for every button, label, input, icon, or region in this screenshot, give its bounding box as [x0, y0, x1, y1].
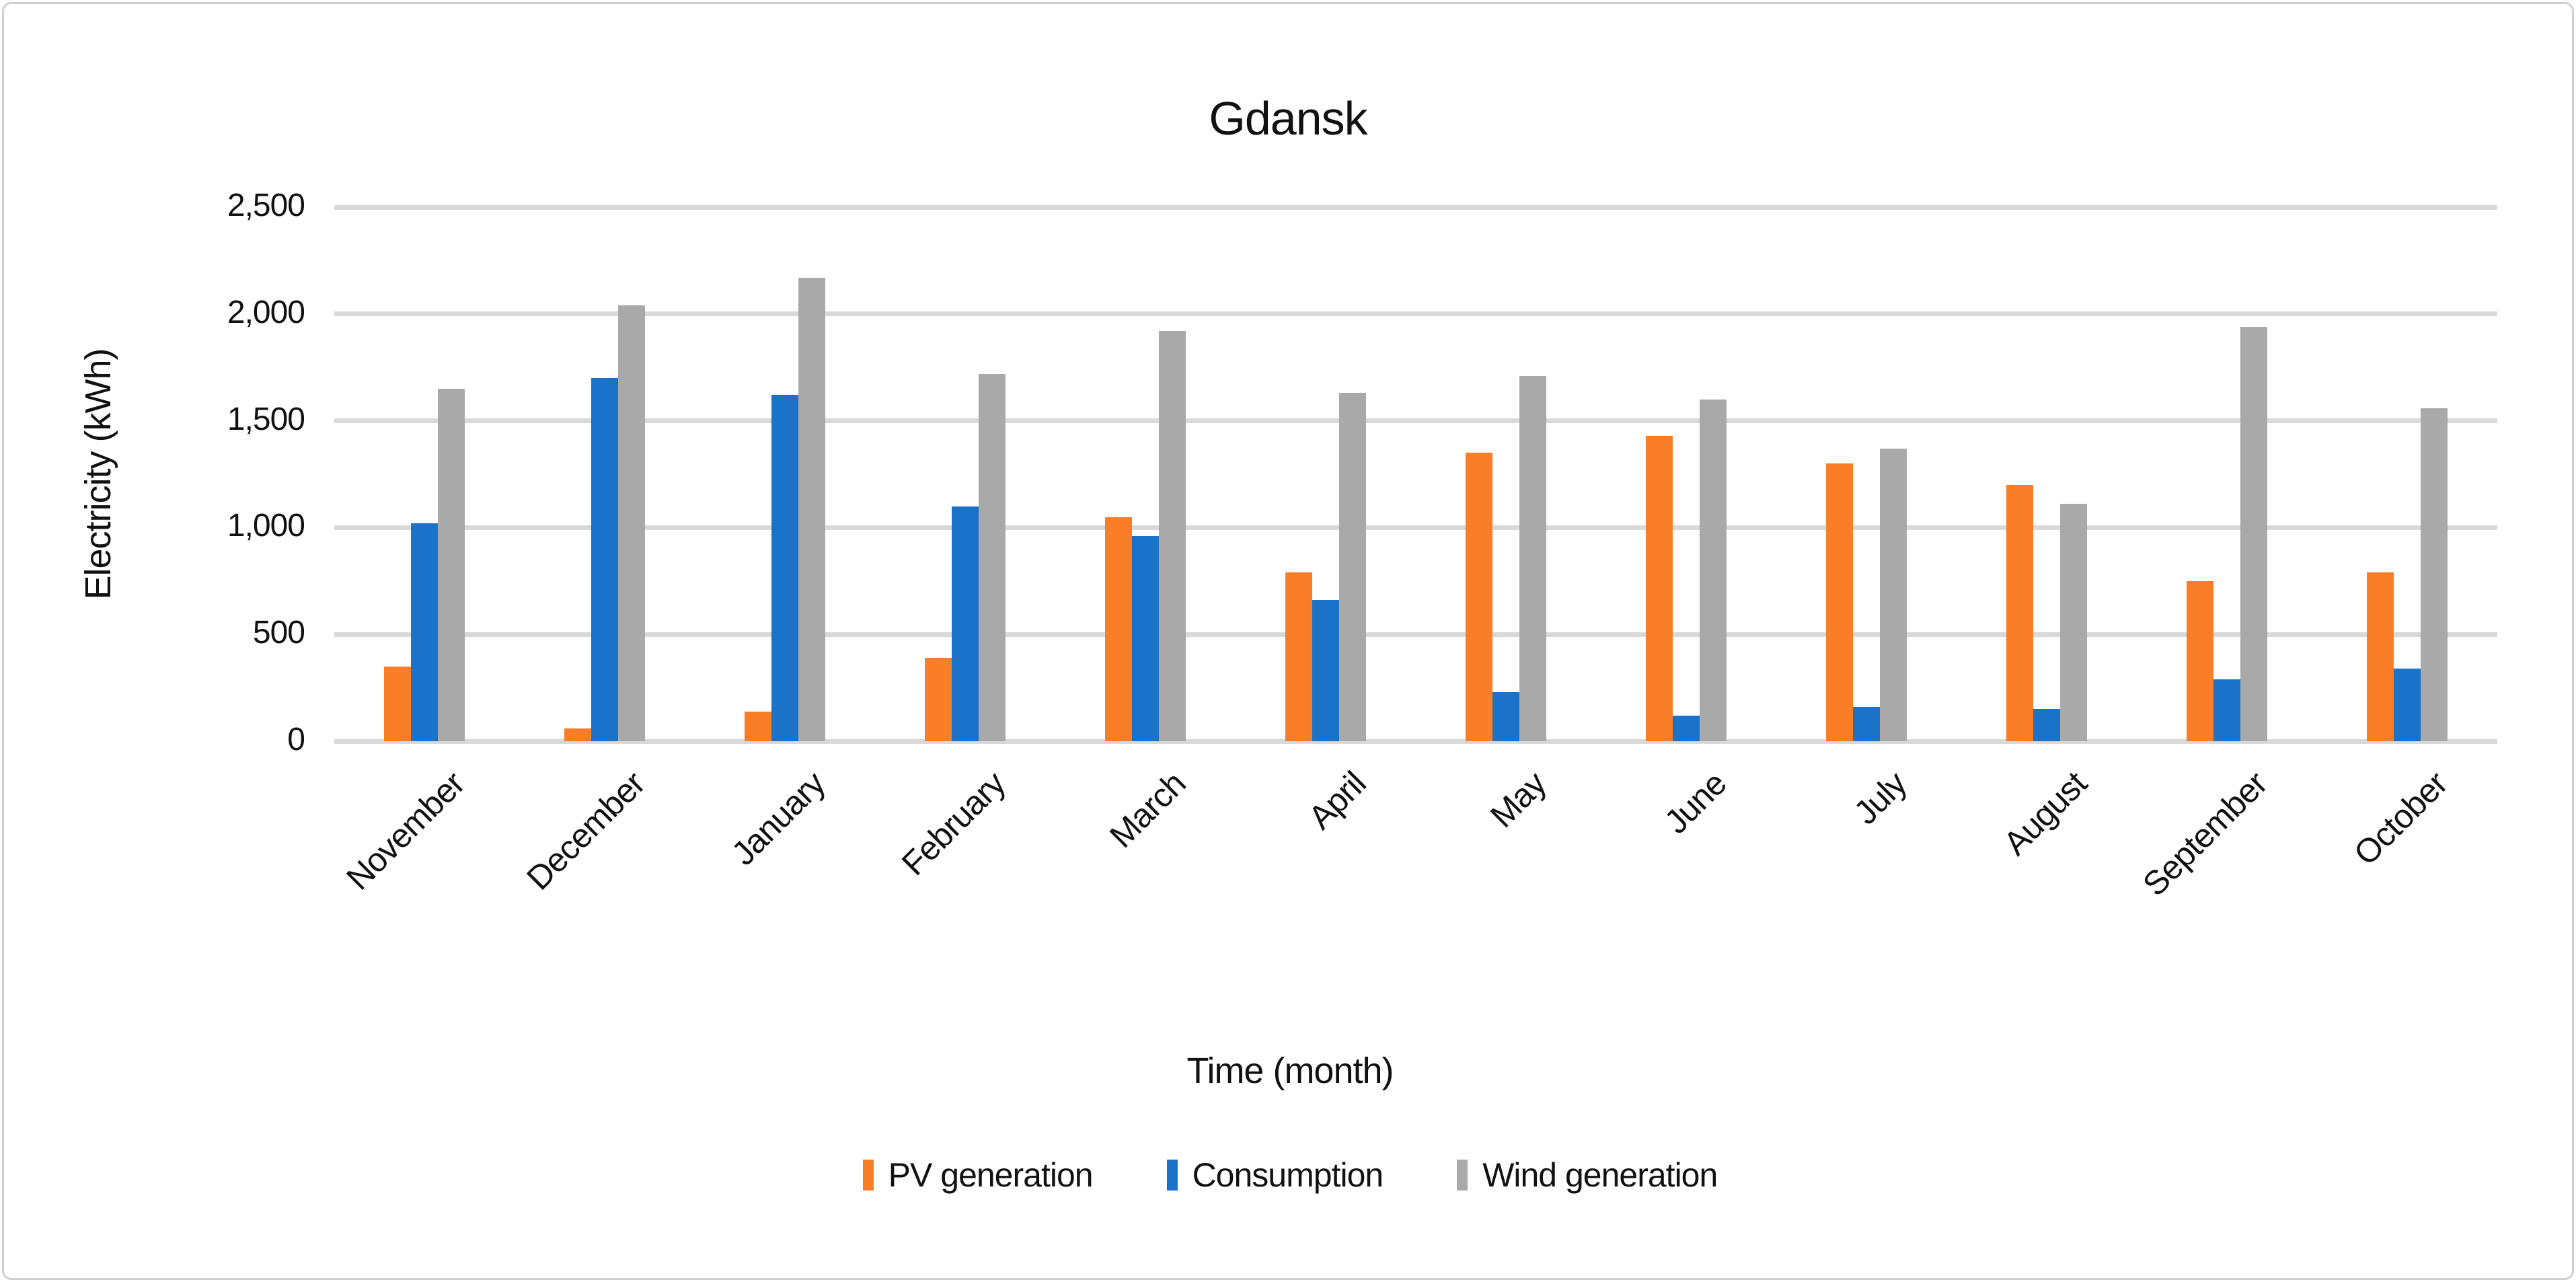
bar-pv-generation-august — [2006, 485, 2033, 741]
bar-group-february — [875, 374, 1055, 741]
bar-pv-generation-november — [384, 667, 411, 741]
legend-label: PV generation — [888, 1156, 1094, 1194]
bar-pv-generation-december — [564, 728, 591, 741]
bar-group-december — [515, 305, 695, 741]
bar-consumption-october — [2394, 669, 2421, 741]
bar-consumption-january — [771, 395, 798, 741]
bar-group-june — [1596, 400, 1776, 741]
bar-group-september — [2137, 327, 2317, 741]
bar-wind-generation-june — [1700, 400, 1727, 741]
bar-consumption-february — [952, 506, 979, 741]
legend-marker-icon — [1457, 1160, 1468, 1191]
bar-consumption-july — [1853, 707, 1880, 741]
bar-wind-generation-september — [2240, 327, 2267, 741]
bar-consumption-march — [1132, 536, 1159, 741]
gridline-0 — [334, 739, 2497, 744]
legend-item-pv-generation: PV generation — [862, 1156, 1094, 1195]
bar-wind-generation-august — [2060, 504, 2087, 741]
legend: PV generation Consumption Wind generation — [4, 1156, 2576, 1195]
gridline-1000 — [334, 525, 2497, 530]
gridline-2500 — [334, 204, 2497, 210]
bar-wind-generation-december — [618, 305, 645, 741]
bar-group-january — [695, 278, 875, 741]
bar-consumption-november — [411, 523, 438, 741]
bar-pv-generation-july — [1826, 463, 1853, 741]
bar-group-march — [1055, 331, 1236, 741]
bar-group-may — [1416, 376, 1596, 741]
bar-pv-generation-september — [2187, 581, 2213, 741]
legend-label: Wind generation — [1482, 1156, 1718, 1194]
x-axis-title: Time (month) — [1186, 1051, 1394, 1091]
legend-marker-icon — [1166, 1160, 1178, 1191]
legend-label: Consumption — [1192, 1156, 1384, 1194]
bar-consumption-december — [591, 378, 618, 741]
bar-pv-generation-october — [2367, 572, 2394, 741]
bar-group-august — [1957, 485, 2137, 741]
bar-wind-generation-january — [798, 278, 825, 741]
bar-pv-generation-february — [925, 658, 952, 741]
bar-pv-generation-may — [1466, 453, 1492, 741]
bar-pv-generation-march — [1105, 517, 1132, 741]
gridline-2000 — [334, 311, 2497, 317]
legend-marker-icon — [862, 1160, 874, 1191]
y-axis-title: Electricity (kWh) — [78, 348, 118, 600]
legend-item-consumption: Consumption — [1166, 1156, 1384, 1195]
y-tick-label-0: 0 — [287, 722, 305, 757]
y-tick-label-500: 500 — [252, 615, 305, 651]
bar-pv-generation-april — [1285, 572, 1312, 741]
bar-wind-generation-july — [1880, 449, 1907, 741]
bar-wind-generation-november — [438, 389, 465, 741]
bar-wind-generation-may — [1519, 376, 1546, 741]
bar-wind-generation-february — [979, 374, 1006, 741]
legend-item-wind-generation: Wind generation — [1457, 1156, 1718, 1195]
bar-wind-generation-march — [1159, 331, 1186, 741]
chart-title: Gdansk — [1209, 92, 1367, 145]
y-tick-label-2500: 2,500 — [227, 188, 305, 223]
bar-group-july — [1776, 449, 1957, 741]
bar-wind-generation-october — [2421, 408, 2448, 741]
bar-group-october — [2317, 408, 2497, 741]
bar-consumption-august — [2033, 709, 2060, 741]
y-tick-label-1500: 1,500 — [227, 401, 305, 437]
bar-group-april — [1236, 393, 1416, 741]
bar-consumption-june — [1673, 716, 1700, 741]
y-tick-label-1000: 1,000 — [227, 508, 305, 544]
bar-consumption-september — [2213, 679, 2240, 741]
bar-consumption-april — [1312, 600, 1339, 741]
gridline-500 — [334, 632, 2497, 637]
bar-consumption-may — [1492, 692, 1519, 741]
bar-group-november — [334, 389, 515, 741]
y-tick-label-2000: 2,000 — [227, 294, 305, 330]
bar-wind-generation-april — [1339, 393, 1366, 741]
plot-area — [334, 204, 2497, 744]
bar-pv-generation-june — [1646, 436, 1673, 741]
bar-pv-generation-january — [745, 712, 771, 741]
gridline-1500 — [334, 418, 2497, 424]
